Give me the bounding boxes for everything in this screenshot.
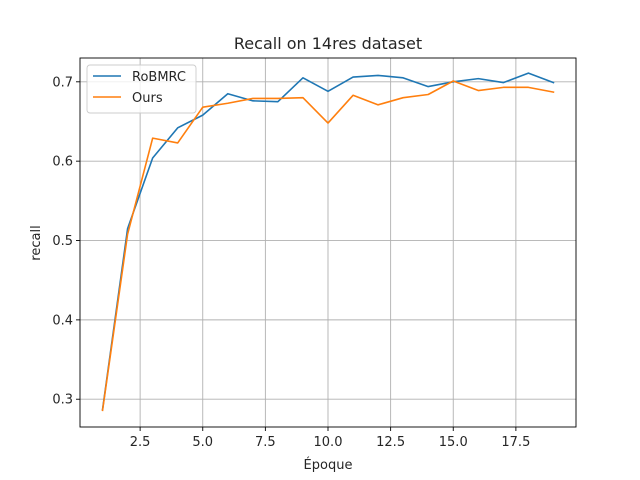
legend-label-ours: Ours [132, 91, 163, 106]
y-tick-label: 0.4 [52, 313, 73, 328]
x-axis-title: Époque [304, 457, 353, 473]
legend: RoBMRC Ours [86, 64, 197, 114]
legend-label-robmrc: RoBMRC [132, 70, 186, 85]
y-tick-label: 0.6 [52, 155, 73, 170]
x-tick-label: 5.0 [192, 435, 213, 450]
series-line-ours [101, 80, 555, 412]
x-tick-label: 7.5 [255, 435, 276, 450]
y-axis-title: recall [29, 225, 44, 260]
series-lines [101, 72, 555, 412]
y-tick-label: 0.7 [52, 75, 73, 90]
x-tick-label: 15.0 [439, 435, 468, 450]
chart-title: Recall on 14res dataset [234, 34, 422, 53]
y-tick-label: 0.3 [52, 393, 73, 408]
axis-ticks: 2.5 5.0 7.5 10.0 12.5 15.0 17.5 0.3 0.4 0.5 0.6 0.7 [52, 75, 530, 450]
x-tick-label: 17.5 [501, 435, 530, 450]
x-tick-label: 10.0 [314, 435, 343, 450]
legend-box [86, 64, 197, 114]
x-tick-label: 12.5 [376, 435, 405, 450]
x-tick-label: 2.5 [130, 435, 151, 450]
y-tick-label: 0.5 [52, 234, 73, 249]
series-line-robmrc [101, 72, 555, 411]
grid [80, 58, 576, 427]
